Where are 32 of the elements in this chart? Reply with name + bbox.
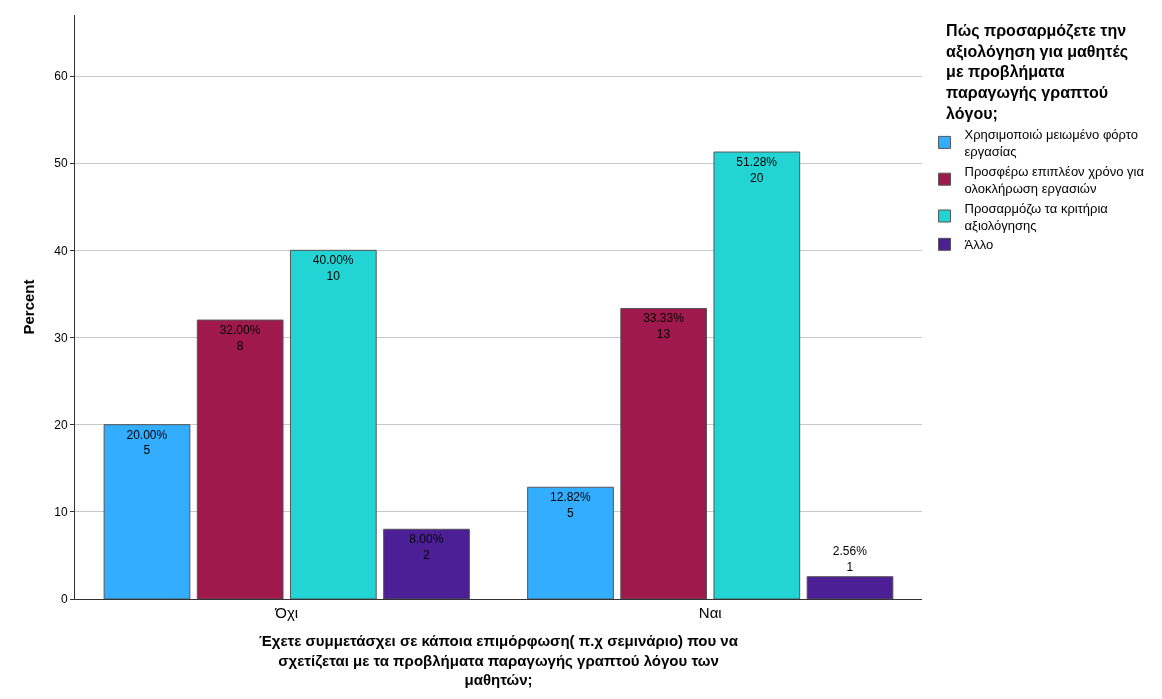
x-axis-title: Έχετε συμμετάσχει σε κάποια επιμόρφωση( π.χ σεμινάριο) που να σχετίζεται με τα προβλήματα παραγωγής γραπτού λόγου των μαθητών; bbox=[259, 632, 739, 688]
legend-label: Προσαρμόζω τα κριτήρια αξιολόγησης bbox=[964, 200, 1109, 233]
bar bbox=[527, 486, 614, 599]
y-tick-label: 30 bbox=[54, 330, 68, 345]
y-tick-label: 50 bbox=[54, 156, 68, 171]
bar bbox=[103, 424, 191, 599]
data-label: 12.82% 5 bbox=[549, 490, 592, 520]
y-axis-title: Percent bbox=[20, 279, 38, 335]
data-label: 20.00% 5 bbox=[126, 427, 168, 458]
bar bbox=[383, 528, 470, 599]
bar bbox=[196, 319, 284, 599]
y-tick-label: 0 bbox=[60, 592, 68, 607]
data-label: 8.00% 2 bbox=[409, 532, 444, 562]
x-tick-label: Ναι bbox=[698, 604, 722, 621]
data-label: 51.28% 20 bbox=[736, 155, 778, 185]
bar bbox=[713, 151, 801, 599]
y-tick-label: 60 bbox=[54, 69, 68, 84]
y-tick-label: 10 bbox=[54, 505, 68, 520]
data-label: 2.56% 1 bbox=[832, 544, 868, 574]
legend-label: Άλλο bbox=[964, 237, 994, 253]
y-tick-label: 40 bbox=[54, 243, 68, 258]
legend-label: Προσφέρω επιπλέον χρόνο για ολοκλήρωση εργασιών bbox=[964, 163, 1145, 196]
legend-title: Πώς προσαρμόζετε την αξιολόγηση για μαθητές με προβλήματα παραγωγής γραπτού λόγου; bbox=[946, 21, 1128, 122]
y-tick-label: 20 bbox=[54, 417, 68, 432]
data-label: 40.00% 10 bbox=[312, 253, 354, 283]
bar bbox=[289, 249, 377, 599]
legend-label: Χρησιμοποιώ μειωμένο φόρτο εργασίας bbox=[964, 127, 1138, 159]
data-label: 33.33% 13 bbox=[643, 311, 685, 342]
bar bbox=[620, 307, 708, 599]
bar bbox=[806, 576, 894, 599]
data-label: 32.00% 8 bbox=[219, 323, 261, 353]
x-tick-label: Όχι bbox=[274, 604, 299, 621]
